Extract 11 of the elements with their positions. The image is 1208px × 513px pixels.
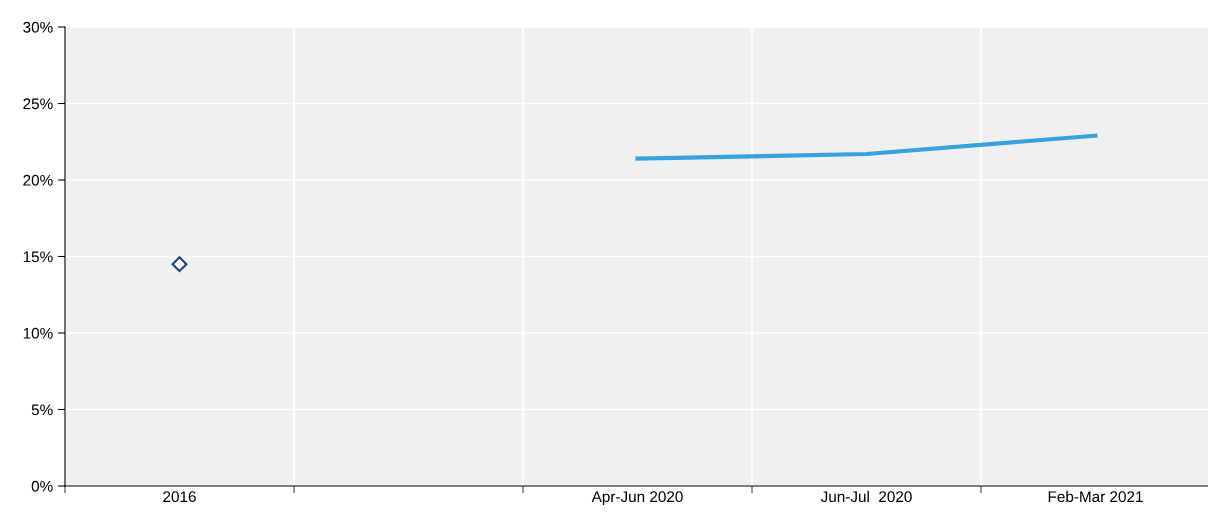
y-tick-label: 0%	[31, 480, 53, 492]
y-tick-label: 5%	[31, 404, 53, 416]
y-tick-label: 15%	[23, 251, 53, 263]
y-tick-label: 25%	[23, 98, 53, 110]
x-tick-label: 2016	[163, 491, 196, 503]
y-tick-label: 30%	[23, 21, 53, 33]
x-tick-label: Apr-Jun 2020	[591, 491, 683, 506]
x-tick-label: Jun-Jul 2020	[820, 490, 912, 503]
y-tick-label: 10%	[23, 327, 53, 339]
y-tick-label: 20%	[23, 174, 53, 186]
x-tick-label: Feb-Mar 2021	[1048, 490, 1143, 503]
